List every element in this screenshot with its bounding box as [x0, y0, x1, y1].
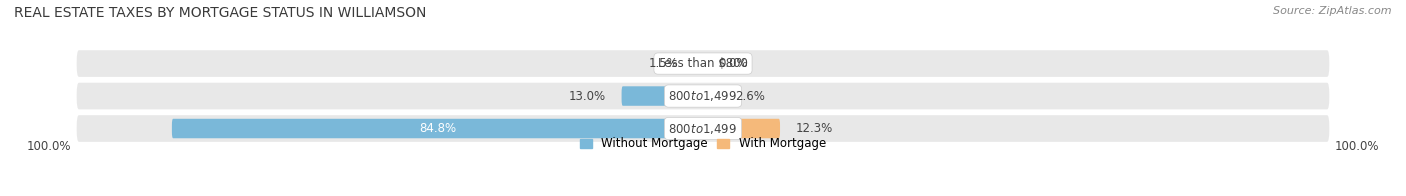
- FancyBboxPatch shape: [703, 86, 720, 106]
- Text: $800 to $1,499: $800 to $1,499: [668, 89, 738, 103]
- Text: 0.0%: 0.0%: [718, 57, 748, 70]
- FancyBboxPatch shape: [77, 115, 1329, 142]
- Text: Source: ZipAtlas.com: Source: ZipAtlas.com: [1274, 6, 1392, 16]
- Text: 2.6%: 2.6%: [735, 90, 765, 103]
- Text: Less than $800: Less than $800: [658, 57, 748, 70]
- FancyBboxPatch shape: [172, 119, 703, 138]
- Text: 13.0%: 13.0%: [569, 90, 606, 103]
- FancyBboxPatch shape: [77, 50, 1329, 77]
- Text: 100.0%: 100.0%: [27, 140, 72, 153]
- Legend: Without Mortgage, With Mortgage: Without Mortgage, With Mortgage: [578, 135, 828, 153]
- FancyBboxPatch shape: [77, 83, 1329, 109]
- FancyBboxPatch shape: [621, 86, 703, 106]
- Text: 12.3%: 12.3%: [796, 122, 832, 135]
- FancyBboxPatch shape: [703, 119, 780, 138]
- FancyBboxPatch shape: [693, 54, 703, 73]
- Text: 100.0%: 100.0%: [1334, 140, 1379, 153]
- Text: REAL ESTATE TAXES BY MORTGAGE STATUS IN WILLIAMSON: REAL ESTATE TAXES BY MORTGAGE STATUS IN …: [14, 6, 426, 20]
- Text: 84.8%: 84.8%: [419, 122, 456, 135]
- Text: 1.5%: 1.5%: [648, 57, 678, 70]
- Text: $800 to $1,499: $800 to $1,499: [668, 122, 738, 135]
